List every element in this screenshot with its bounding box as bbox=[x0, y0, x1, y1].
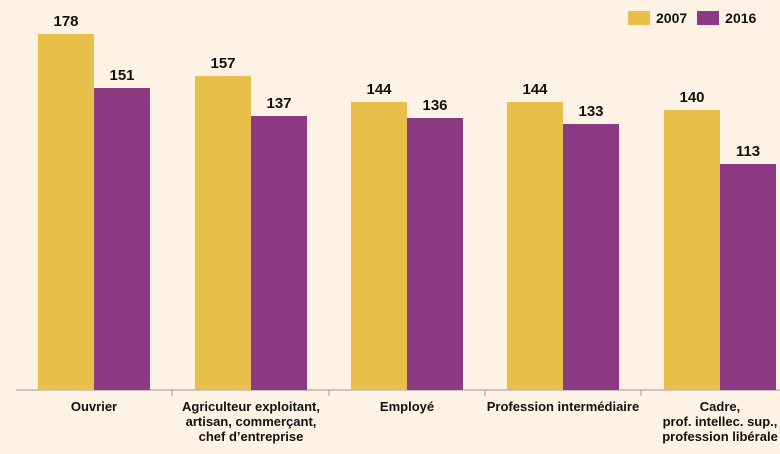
bar-2016-agriculteur-exploitant-artisan-commer-ant-chef-d-entreprise bbox=[251, 116, 307, 390]
bar-2007-agriculteur-exploitant-artisan-commer-ant-chef-d-entreprise bbox=[195, 76, 251, 390]
bar-2007-ouvrier bbox=[38, 34, 94, 390]
bar-2016-cadre-prof-intellec-sup-profession-lib-rale bbox=[720, 164, 776, 390]
bar-2007-profession-interm-diaire bbox=[507, 102, 563, 390]
legend-item-2016: 2016 bbox=[697, 10, 756, 26]
data-label-2016-cadre-prof-intellec-sup-profession-lib-rale: 113 bbox=[736, 143, 760, 160]
category-label-cadre-prof-intellec-sup-profession-lib-rale: profession libérale bbox=[662, 429, 778, 444]
data-label-2007-cadre-prof-intellec-sup-profession-lib-rale: 140 bbox=[679, 89, 704, 106]
data-label-2016-ouvrier: 151 bbox=[109, 67, 134, 84]
legend: 2007 2016 bbox=[628, 10, 766, 26]
category-label-cadre-prof-intellec-sup-profession-lib-rale: Cadre, bbox=[700, 399, 740, 414]
category-label-agriculteur-exploitant-artisan-commer-ant-chef-d-entreprise: artisan, commerçant, bbox=[186, 414, 317, 429]
data-label-2016-agriculteur-exploitant-artisan-commer-ant-chef-d-entreprise: 137 bbox=[266, 95, 291, 112]
category-label-cadre-prof-intellec-sup-profession-lib-rale: prof. intellec. sup., bbox=[663, 414, 778, 429]
legend-label-2016: 2016 bbox=[725, 10, 757, 26]
category-label-agriculteur-exploitant-artisan-commer-ant-chef-d-entreprise: Agriculteur exploitant, bbox=[182, 399, 320, 414]
data-label-2007-agriculteur-exploitant-artisan-commer-ant-chef-d-entreprise: 157 bbox=[210, 55, 235, 72]
data-label-2016-profession-interm-diaire: 133 bbox=[578, 103, 603, 120]
bar-2016-employ bbox=[407, 118, 463, 390]
category-label-agriculteur-exploitant-artisan-commer-ant-chef-d-entreprise: chef d’entreprise bbox=[199, 429, 304, 444]
legend-item-2007: 2007 bbox=[628, 10, 687, 26]
legend-label-2007: 2007 bbox=[656, 10, 688, 26]
legend-swatch-2016 bbox=[697, 11, 720, 25]
bar-2007-cadre-prof-intellec-sup-profession-lib-rale bbox=[664, 110, 720, 390]
category-label-employ: Employé bbox=[380, 399, 434, 414]
data-label-2007-ouvrier: 178 bbox=[53, 13, 78, 30]
bar-2016-ouvrier bbox=[94, 88, 150, 390]
legend-swatch-2007 bbox=[628, 11, 650, 25]
data-label-2016-employ: 136 bbox=[422, 97, 447, 114]
category-label-ouvrier: Ouvrier bbox=[71, 399, 117, 414]
bar-2007-employ bbox=[351, 102, 407, 390]
bar-2016-profession-interm-diaire bbox=[563, 124, 619, 390]
data-label-2007-employ: 144 bbox=[366, 81, 392, 98]
data-label-2007-profession-interm-diaire: 144 bbox=[522, 81, 548, 98]
category-label-profession-interm-diaire: Profession intermédiaire bbox=[487, 399, 639, 414]
